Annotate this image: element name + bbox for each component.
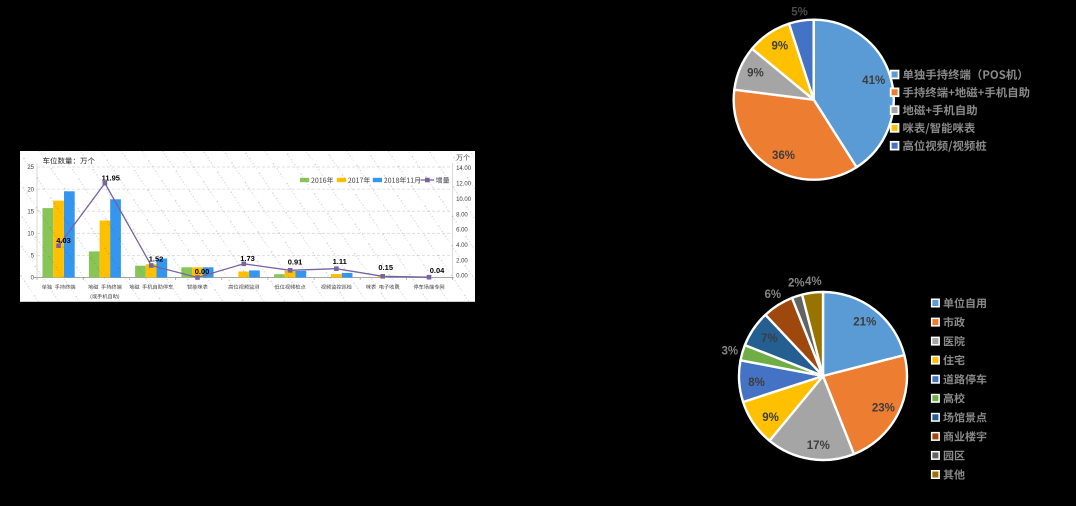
svg-text:3%: 3% xyxy=(721,345,738,357)
svg-text:5%: 5% xyxy=(791,6,808,18)
svg-text:21%: 21% xyxy=(853,316,876,328)
svg-text:7%: 7% xyxy=(761,333,778,345)
svg-text:36%: 36% xyxy=(772,150,795,162)
svg-text:17%: 17% xyxy=(807,440,830,452)
svg-text:9%: 9% xyxy=(771,40,788,52)
svg-text:8%: 8% xyxy=(748,377,765,389)
svg-text:2%: 2% xyxy=(788,278,805,290)
svg-text:6%: 6% xyxy=(764,289,781,301)
svg-text:9%: 9% xyxy=(747,67,764,79)
svg-text:41%: 41% xyxy=(862,75,885,87)
svg-text:23%: 23% xyxy=(872,403,895,415)
svg-text:9%: 9% xyxy=(762,412,779,424)
svg-text:4%: 4% xyxy=(805,276,822,288)
